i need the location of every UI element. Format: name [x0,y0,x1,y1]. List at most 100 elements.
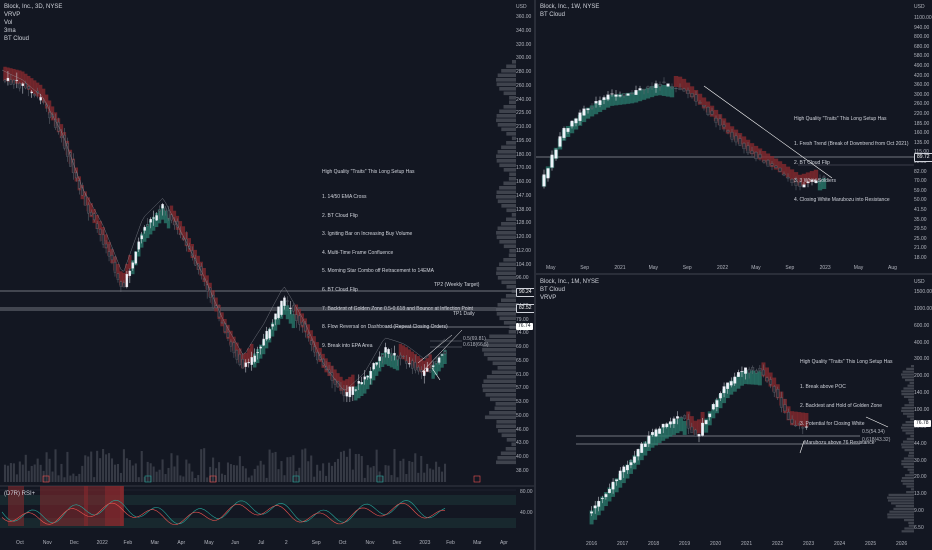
candle-body [431,365,435,367]
candle-body [694,429,697,437]
symbol-title[interactable]: Block, Inc., 3D, NYSE [4,4,63,10]
candle-body [578,112,582,121]
daily-chart-canvas[interactable] [0,0,534,550]
candle-body [734,135,738,143]
daily-chart-pane[interactable]: Block, Inc., 3D, NYSE VRVP Vol 3ma BT Cl… [0,0,534,550]
volume-bar [69,475,72,482]
candle-body [598,100,602,106]
volume-profile-bar [891,502,914,505]
symbol-title[interactable]: Block, Inc., 1W, NYSE [540,4,600,10]
pane-separator-vertical[interactable] [534,0,536,550]
price-tick: 82.00 [914,168,927,175]
candle-body [779,397,783,408]
candle-body [253,355,256,362]
rsi-axis[interactable]: 80.00 40.00 [520,486,534,536]
rsi-title[interactable]: (D7R) RSI+ [4,491,36,497]
monthly-chart-canvas[interactable] [536,275,932,550]
price-tag-tp2: 90.24 [516,288,534,297]
volume-profile-bar [497,303,516,307]
volume-profile-bar [494,406,516,411]
legend-vrvp[interactable]: VRVP [4,12,21,18]
candle-body [801,427,805,429]
volume-profile-bar [901,446,914,449]
legend-bt-cloud[interactable]: BT Cloud [4,36,29,42]
volume-bar [348,448,351,482]
note-item: 1. Fresh Trend (Break of Downtrend from … [794,141,909,148]
volume-profile-bar [905,379,914,382]
signal-marker [376,475,384,483]
candle-body [630,93,634,94]
legend-vol[interactable]: Vol [4,20,13,26]
volume-profile-bar [506,132,516,136]
fib-label-0618: 0.618(43.32) [862,437,891,443]
candle-body [247,362,250,364]
volume-bar [333,462,337,482]
rsi-band-lower [0,518,516,528]
volume-bar [51,471,54,482]
candle-body [372,363,375,370]
price-tick: 195.00 [516,137,532,144]
candle-body [182,238,185,240]
rsi-band-upper [0,495,516,505]
symbol-title[interactable]: Block, Inc., 1M, NYSE [540,279,600,285]
volume-profile-bar [500,298,516,303]
candle-body [694,94,698,102]
legend-3ma[interactable]: 3ma [4,28,16,34]
price-tick: 44.00 [914,440,927,447]
signal-marker [473,475,481,483]
volume-bar [200,449,203,482]
volume-bar [232,465,235,482]
candle-body [719,393,722,399]
weekly-chart-pane[interactable]: Block, Inc., 1W, NYSE BT Cloud High Qual… [536,0,932,273]
candle-body [726,382,730,389]
time-axis-monthly[interactable]: 2016 2017 2018 2019 2020 2021 2022 2023 2024 2025… [536,541,914,550]
legend-bt-cloud[interactable]: BT Cloud [540,287,565,293]
volume-profile-bar [887,516,914,519]
price-axis-weekly[interactable]: USD 1100.00 940.00 800.00 680.00 580.00 490.0… [914,0,932,262]
trend-line [417,334,453,364]
volume-bar [345,456,348,482]
candle-body [54,119,57,128]
price-tag-current: 89.72 [914,153,932,162]
volume-profile-bar [511,289,516,294]
daily-chart-legend: Block, Inc., 3D, NYSE VRVP Vol 3ma BT Cl… [4,3,62,43]
volume-bar [75,476,78,482]
candle-body [256,352,259,354]
pane-separator-horizontal[interactable] [536,273,932,275]
rsi-tick: 80.00 [520,489,533,495]
note-item: 3. Igniting Bar on Increasing Buy Volume [322,231,413,238]
volume-profile-bar [499,316,516,321]
volume-profile-bar [506,141,516,145]
volume-profile-bar [908,454,914,457]
volume-bar [259,460,262,482]
price-tick: 53.00 [516,399,529,406]
volume-profile-bar [509,249,516,253]
time-axis-daily[interactable]: Oct Nov Dec 2022 Feb Mar Apr May Jun Jul 2 Sep Oct No… [0,540,516,550]
candle-body [751,367,755,371]
time-tick: Nov [42,540,52,546]
weekly-chart-canvas[interactable] [536,0,932,273]
price-axis-monthly[interactable]: USD 1500.00 1000.00 600.00 400.00 300.00 200.… [914,275,932,537]
volume-profile-bar [907,468,914,471]
time-axis-weekly[interactable]: May Sep 2021 May Sep 2022 May Sep 2023 May Aug [536,265,914,273]
candle-body [774,165,778,168]
legend-bt-cloud[interactable]: BT Cloud [540,12,565,18]
volume-profile-bar [497,226,516,231]
volume-bar [247,477,250,482]
price-tick: 20.00 [914,474,927,481]
candle-body [790,179,794,183]
price-tick: 340.00 [516,27,532,34]
volume-profile-bar [503,244,516,249]
candle-body [729,381,733,386]
candle-body [271,324,274,327]
candle-body [550,154,554,168]
monthly-chart-pane[interactable]: Block, Inc., 1M, NYSE BT Cloud VRVP High… [536,275,932,550]
volume-profile-bar [901,426,914,429]
candle-body [558,136,562,147]
time-tick: 2023 [819,265,831,271]
legend-vrvp[interactable]: VRVP [540,295,557,301]
volume-bar [18,461,21,482]
candle-body [170,214,173,221]
price-axis-daily[interactable]: USD 360.00 340.00 320.00 300.00 280.00 260.00… [516,0,534,480]
volume-profile-bar [902,370,914,373]
